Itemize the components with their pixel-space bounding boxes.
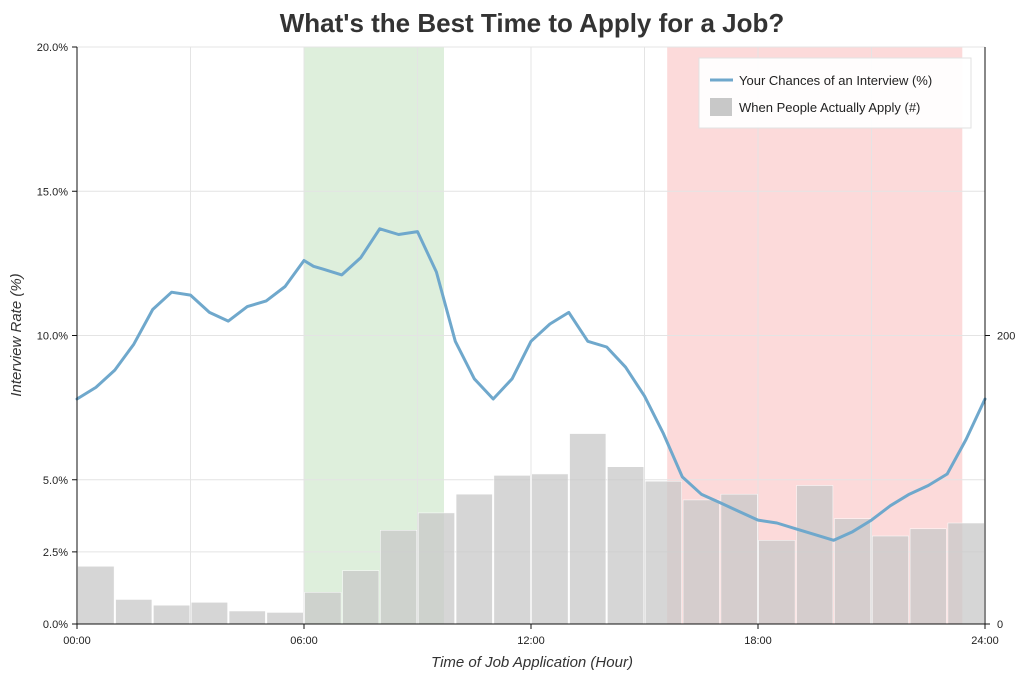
apply-bar: [304, 592, 342, 625]
y2-tick-label: 0: [997, 619, 1003, 631]
apply-bar: [153, 604, 191, 625]
legend-box: [698, 57, 972, 129]
y-tick-label: 2.5%: [43, 547, 68, 559]
x-tick-label: 00:00: [63, 635, 91, 647]
apply-bar: [455, 493, 493, 625]
apply-bar: [834, 518, 872, 625]
interview-chance-line: [75, 227, 987, 542]
apply-bar: [947, 522, 985, 625]
apply-bar: [569, 433, 607, 625]
apply-bar: [228, 610, 266, 625]
legend-label-interview: Your Chances of an Interview (%): [739, 73, 932, 88]
apply-bar: [607, 466, 645, 625]
x-tick-label: 12:00: [517, 635, 545, 647]
apply-bar: [531, 473, 569, 625]
apply-bar: [380, 529, 417, 625]
apply-bar: [115, 599, 153, 625]
chart-title: What's the Best Time to Apply for a Job?: [280, 8, 785, 38]
apply-bar: [493, 475, 531, 625]
apply-bar: [909, 528, 947, 625]
apply-bar: [191, 602, 228, 625]
y-tick-label: 20.0%: [37, 42, 68, 54]
apply-bar: [758, 540, 796, 625]
x-tick-label: 06:00: [290, 635, 318, 647]
apply-bar: [796, 485, 834, 625]
apply-bar: [682, 499, 720, 625]
legend: Your Chances of an Interview (%) When Pe…: [698, 57, 972, 129]
x-tick-label: 24:00: [971, 635, 999, 647]
tick-labels: 00:00 06:00 12:00 18:00 24:00 0.0% 2.5% 5.0% 10.…: [37, 42, 1016, 647]
apply-bar: [872, 535, 909, 625]
apply-bar: [418, 512, 455, 625]
y-tick-label: 15.0%: [37, 186, 68, 198]
y-tick-label: 0.0%: [43, 619, 68, 631]
y-tick-label: 10.0%: [37, 331, 68, 343]
apply-bar: [266, 612, 304, 625]
apply-bar: [645, 480, 682, 625]
x-axis-label: Time of Job Application (Hour): [431, 654, 633, 671]
legend-bar-swatch: [710, 98, 732, 116]
y2-tick-label: 200: [997, 331, 1015, 343]
y-axis-label: Interview Rate (%): [8, 273, 25, 396]
y-tick-label: 5.0%: [43, 475, 68, 487]
apply-bar: [342, 570, 380, 625]
apply-bar: [720, 493, 758, 625]
x-tick-label: 18:00: [744, 635, 772, 647]
grid-lines: [76, 46, 986, 625]
apply-count-bars: [77, 433, 985, 625]
apply-bar: [77, 566, 115, 625]
legend-label-apply: When People Actually Apply (#): [739, 100, 920, 115]
